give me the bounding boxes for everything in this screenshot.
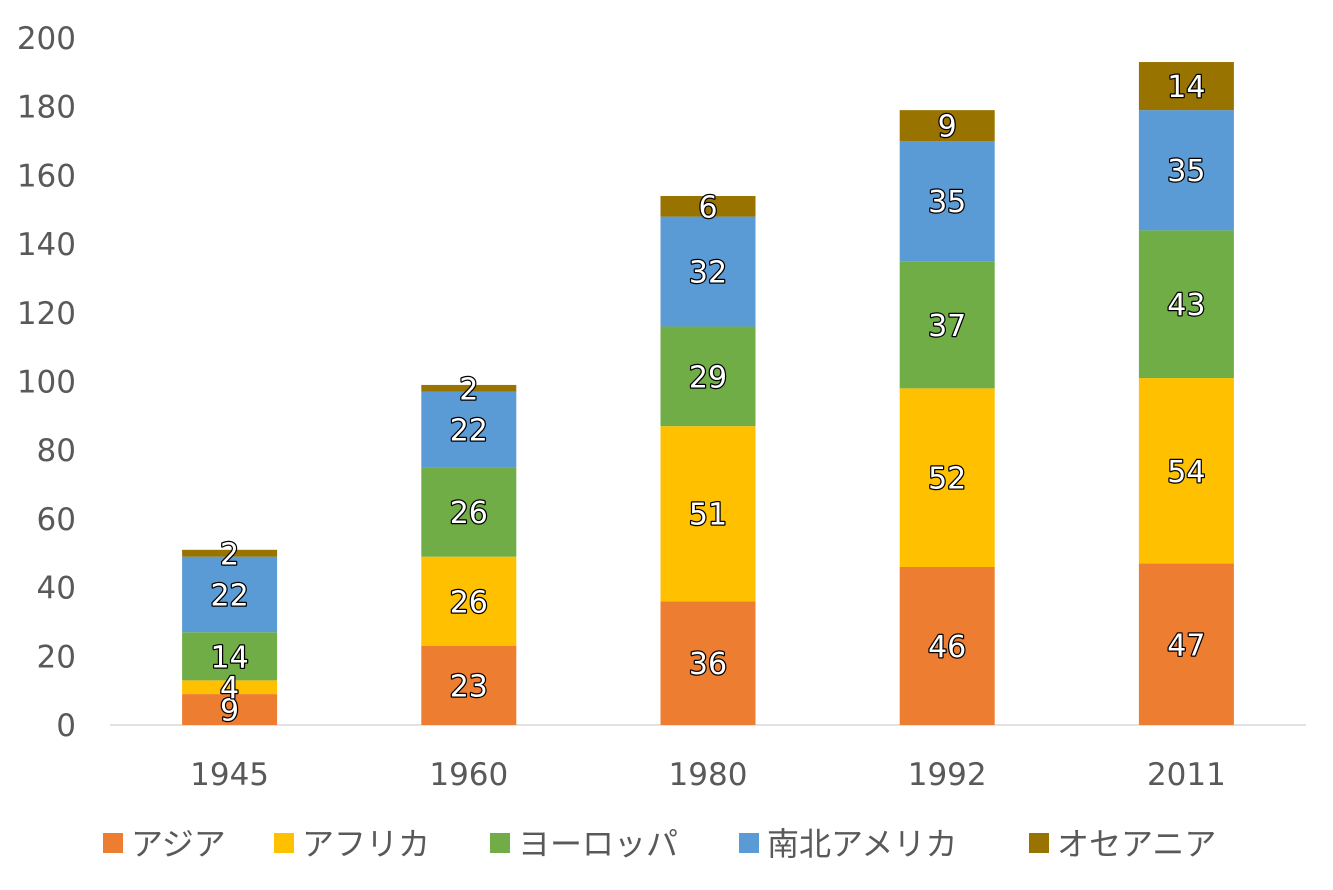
bar-segment [660, 601, 756, 725]
y-tick-label: 140 [17, 227, 76, 263]
y-tick-label: 60 [37, 502, 76, 538]
x-tick-label: 2011 [1147, 757, 1226, 793]
x-tick-label: 1992 [908, 757, 987, 793]
data-labels: 9414222232626222365129326465237359475443… [209, 69, 1206, 730]
bar-segment [421, 391, 517, 468]
x-tick-label: 1945 [190, 757, 269, 793]
data-label: 35 [928, 185, 966, 220]
y-tick-label: 20 [37, 639, 76, 675]
data-label: 43 [1167, 288, 1205, 323]
bar-segment [899, 110, 995, 142]
data-label: 29 [689, 360, 727, 395]
legend-label: オセアニア [1057, 825, 1216, 863]
data-label: 14 [211, 640, 249, 675]
y-tick-label: 80 [37, 433, 76, 469]
legend-swatch [1029, 833, 1049, 853]
legend-item: アフリカ [274, 825, 430, 863]
bar-segment [660, 426, 756, 602]
data-label: 4 [220, 671, 239, 706]
data-label: 36 [689, 647, 727, 682]
x-tick-label: 1980 [669, 757, 748, 793]
data-label: 51 [689, 498, 727, 533]
data-label: 47 [1167, 628, 1205, 663]
y-axis-labels: 0 20 40 60 80 100 120 140 160 180 200 [17, 21, 76, 744]
data-label: 26 [450, 585, 488, 620]
bar-segment [660, 196, 756, 217]
y-tick-label: 0 [56, 708, 76, 744]
bar-segment [1138, 230, 1234, 379]
legend-label: アフリカ [302, 825, 430, 863]
bar-segment [1138, 563, 1234, 725]
data-label: 22 [211, 578, 249, 613]
bars [182, 62, 1234, 725]
bar-segment [660, 326, 756, 427]
y-tick-label: 200 [17, 21, 76, 57]
y-tick-label: 100 [17, 365, 76, 401]
bar-segment [182, 556, 278, 633]
legend-item: ヨーロッパ [490, 825, 678, 863]
y-tick-label: 40 [37, 571, 76, 607]
legend-swatch [739, 833, 759, 853]
legend-label: アジア [131, 825, 226, 863]
data-label: 37 [928, 309, 966, 344]
bar-segment [899, 388, 995, 567]
x-tick-label: 1960 [429, 757, 508, 793]
bar-segment [421, 556, 517, 646]
legend-label: 南北アメリカ [767, 825, 957, 863]
y-tick-label: 160 [17, 158, 76, 194]
data-label: 2 [220, 537, 239, 572]
legend-swatch [274, 833, 294, 853]
data-label: 46 [928, 630, 966, 665]
bar-segment [1138, 378, 1234, 564]
bar-segment [899, 141, 995, 262]
bar-segment [660, 216, 756, 327]
bar-segment [899, 261, 995, 389]
bar-segment [1138, 110, 1234, 231]
bar-segment [899, 566, 995, 725]
data-label: 14 [1167, 70, 1205, 105]
data-label: 9 [220, 694, 239, 729]
legend-swatch [490, 833, 510, 853]
bar-segment [421, 467, 517, 557]
bar-segment [182, 632, 278, 681]
data-label: 54 [1167, 455, 1205, 490]
legend-item: オセアニア [1029, 825, 1216, 863]
data-label: 9 [938, 110, 957, 145]
data-label: 35 [1167, 154, 1205, 189]
bar-segment [182, 549, 278, 557]
bar-segment [182, 694, 278, 725]
bar-segment [421, 645, 517, 725]
data-label: 23 [450, 669, 488, 704]
data-label: 22 [450, 414, 488, 449]
data-label: 52 [928, 462, 966, 497]
x-axis-labels: 1945 1960 1980 1992 2011 [190, 757, 1226, 793]
y-tick-label: 120 [17, 296, 76, 332]
data-label: 2 [459, 372, 478, 407]
legend-item: 南北アメリカ [739, 825, 957, 863]
legend-item: アジア [103, 825, 226, 863]
bar-segment [421, 384, 517, 392]
data-label: 32 [689, 256, 727, 291]
data-label: 26 [450, 496, 488, 531]
y-tick-label: 180 [17, 90, 76, 126]
legend-label: ヨーロッパ [518, 825, 678, 863]
legend-swatch [103, 833, 123, 853]
legend: アジア アフリカ ヨーロッパ 南北アメリカ オセアニア [103, 825, 1216, 863]
data-label: 6 [698, 190, 717, 225]
bar-segment [1138, 62, 1234, 111]
bar-segment [182, 680, 278, 695]
